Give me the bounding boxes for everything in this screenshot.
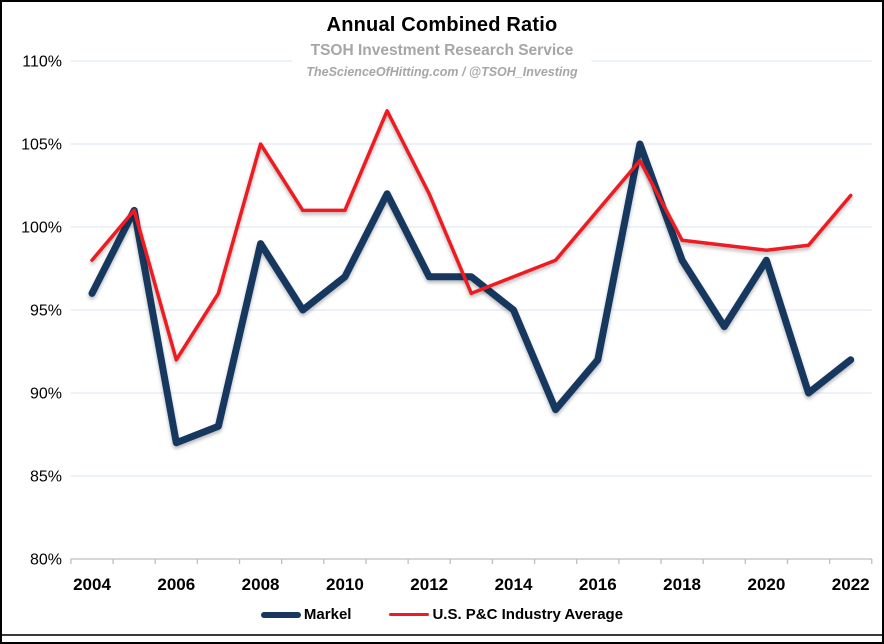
chart-legend: Markel U.S. P&C Industry Average (2, 606, 882, 623)
legend-divider-line (2, 634, 882, 636)
markel-line (88, 140, 855, 447)
industry-line-swatch-icon (389, 612, 430, 617)
chart-title: Annual Combined Ratio (326, 14, 558, 36)
x-axis-tick-label: 2014 (495, 575, 533, 594)
chart-byline: TheScienceOfHitting.com / @TSOH_Investin… (306, 65, 578, 79)
y-axis-tick-label: 80% (30, 552, 62, 569)
x-axis-tick-label: 2004 (73, 575, 111, 594)
u-s-p-c-industry-average-line (90, 109, 853, 362)
x-axis-tick-label: 2006 (157, 575, 195, 594)
legend-label-industry: U.S. P&C Industry Average (432, 606, 624, 623)
y-axis-tick-label: 85% (30, 469, 62, 486)
y-axis-tick-label: 105% (21, 137, 62, 154)
x-axis-tick-label: 2022 (832, 575, 870, 594)
y-axis-tick-label: 100% (21, 220, 62, 237)
legend-item-markel: Markel (260, 606, 352, 623)
x-axis-tick-label: 2010 (326, 575, 364, 594)
chart-subtitle: TSOH Investment Research Service (310, 42, 574, 59)
markel-line-swatch-icon (260, 611, 301, 618)
x-axis-tick-label: 2018 (663, 575, 701, 594)
legend-label-markel: Markel (303, 606, 352, 623)
x-axis-tick-label: 2016 (579, 575, 617, 594)
chart-header: Annual Combined Ratio TSOH Investment Re… (292, 12, 592, 83)
x-axis-tick-label: 2020 (747, 575, 785, 594)
y-axis-tick-label: 90% (30, 386, 62, 403)
legend-item-industry: U.S. P&C Industry Average (389, 606, 623, 623)
y-axis-tick-label: 110% (22, 54, 62, 71)
x-axis-tick-label: 2012 (410, 575, 448, 594)
y-axis-tick-label: 95% (30, 303, 62, 320)
x-axis-tick-label: 2008 (242, 575, 280, 594)
